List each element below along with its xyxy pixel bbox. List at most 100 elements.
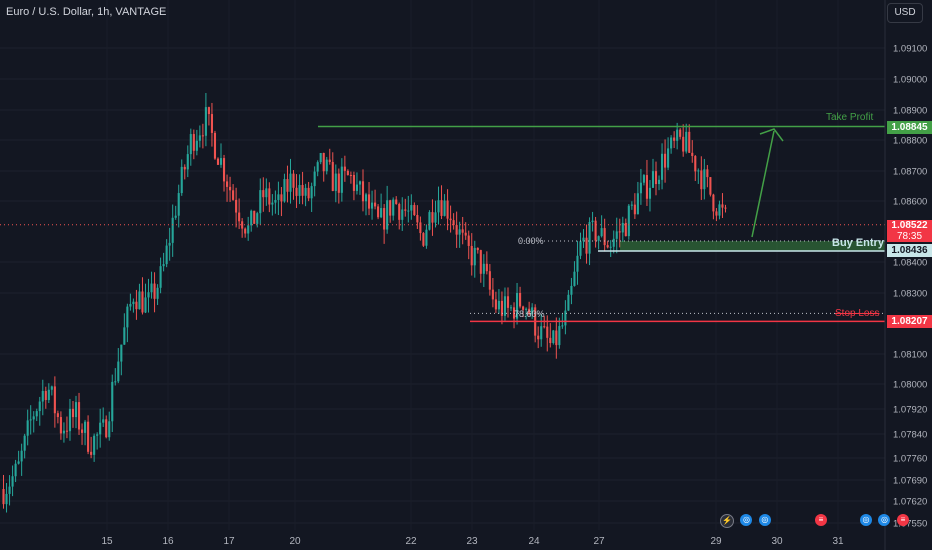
candle-body bbox=[102, 419, 105, 423]
candle-body bbox=[177, 193, 180, 216]
candle-body bbox=[229, 186, 232, 191]
event-icon[interactable]: ◎ bbox=[740, 514, 753, 526]
candle-body bbox=[11, 476, 14, 487]
candle-body bbox=[319, 152, 322, 163]
candle-body bbox=[168, 242, 171, 246]
candle-body bbox=[582, 237, 585, 242]
candle-body bbox=[389, 200, 392, 216]
candle-body bbox=[156, 287, 159, 299]
candle-body bbox=[65, 430, 69, 432]
event-icon[interactable]: ◎ bbox=[758, 514, 771, 526]
candle-body bbox=[20, 450, 23, 462]
candle-body bbox=[528, 308, 531, 315]
candle-body bbox=[633, 204, 636, 215]
candle-body bbox=[337, 173, 340, 193]
candle-body bbox=[718, 204, 721, 216]
candle-body bbox=[292, 173, 295, 188]
currency-button[interactable]: USD bbox=[887, 3, 923, 23]
candle-body bbox=[428, 212, 431, 230]
candle-body bbox=[35, 411, 38, 417]
candle-body bbox=[561, 325, 564, 327]
candle-body bbox=[657, 179, 661, 185]
candle-body bbox=[531, 307, 534, 315]
candle-body bbox=[464, 232, 467, 236]
candle-body bbox=[413, 205, 416, 215]
candle-body bbox=[241, 221, 244, 229]
candle-body bbox=[216, 158, 220, 165]
candle-body bbox=[68, 408, 72, 432]
candle-body bbox=[26, 420, 29, 436]
candle-body bbox=[8, 486, 11, 494]
candle-body bbox=[509, 307, 513, 309]
candle-body bbox=[322, 152, 325, 172]
candle-body bbox=[325, 159, 328, 172]
lightning-icon[interactable]: ⚡ bbox=[720, 514, 734, 528]
take-profit-price-tag: 1.08845 bbox=[887, 121, 932, 134]
candle-body bbox=[192, 134, 195, 151]
candle-body bbox=[23, 435, 26, 451]
candle-body bbox=[552, 330, 555, 344]
flag-icon[interactable]: ≡ bbox=[896, 514, 909, 526]
candle-body bbox=[443, 200, 446, 216]
symbol-title: Euro / U.S. Dollar, 1h, VANTAGE bbox=[6, 6, 167, 18]
candle-body bbox=[651, 171, 655, 188]
candle-body bbox=[56, 413, 59, 418]
candle-body bbox=[370, 202, 374, 209]
price-tick-label: 1.09100 bbox=[893, 44, 927, 55]
buy-entry-zone bbox=[620, 241, 885, 252]
candle-body bbox=[642, 175, 645, 183]
candle-body bbox=[691, 152, 694, 157]
price-axis: 1.09100 1.09000 1.08900 1.08800 1.08700 1.086… bbox=[884, 0, 927, 550]
price-tick-label: 1.07840 bbox=[893, 430, 927, 441]
candle-body bbox=[404, 209, 407, 211]
candle-body bbox=[618, 231, 621, 233]
candle-body bbox=[555, 330, 558, 346]
candle-body bbox=[29, 419, 32, 421]
candle-body bbox=[41, 390, 44, 402]
candle-body bbox=[636, 193, 639, 215]
candle-body bbox=[431, 212, 434, 223]
candle-body bbox=[648, 187, 652, 199]
candle-body bbox=[591, 220, 594, 223]
candle-body bbox=[386, 200, 389, 230]
candle-body bbox=[256, 213, 259, 224]
candle-body bbox=[670, 137, 673, 149]
candle-body bbox=[467, 235, 470, 246]
candle-body bbox=[567, 294, 570, 311]
candle-body bbox=[204, 107, 207, 136]
time-tick-label: 20 bbox=[289, 536, 301, 547]
candle-body bbox=[114, 381, 117, 383]
candle-body bbox=[546, 326, 549, 338]
candle-body bbox=[488, 271, 491, 290]
candle-body bbox=[361, 181, 365, 202]
event-icons-group-3: ◎ ◎ ≡ bbox=[860, 514, 911, 528]
candle-body bbox=[688, 131, 691, 153]
candle-body bbox=[355, 184, 359, 191]
candle-body bbox=[703, 169, 706, 190]
time-tick-label: 22 bbox=[405, 536, 417, 547]
candle-body bbox=[434, 212, 437, 223]
candle-body bbox=[174, 215, 177, 218]
candle-body bbox=[99, 422, 102, 435]
flag-icon[interactable]: ≡ bbox=[815, 514, 827, 526]
candle-body bbox=[654, 171, 658, 185]
time-tick-label: 17 bbox=[223, 536, 235, 547]
time-axis: 15 16 17 20 22 23 24 27 29 30 31 bbox=[101, 536, 844, 547]
candle-body bbox=[153, 283, 156, 299]
candle-body bbox=[446, 200, 449, 219]
candle-body bbox=[62, 430, 65, 434]
candle-body bbox=[600, 228, 603, 237]
candle-body bbox=[525, 308, 528, 310]
price-tick-label: 1.09000 bbox=[893, 75, 927, 86]
candle-body bbox=[343, 166, 346, 171]
event-icon[interactable]: ◎ bbox=[860, 514, 872, 526]
candle-body bbox=[38, 401, 41, 412]
candle-body bbox=[14, 463, 17, 477]
candle-body bbox=[316, 162, 319, 172]
candle-body bbox=[458, 229, 461, 235]
candle-body bbox=[522, 306, 525, 310]
event-icon[interactable]: ◎ bbox=[878, 514, 891, 526]
candle-body bbox=[331, 161, 334, 191]
candle-body bbox=[80, 429, 84, 433]
